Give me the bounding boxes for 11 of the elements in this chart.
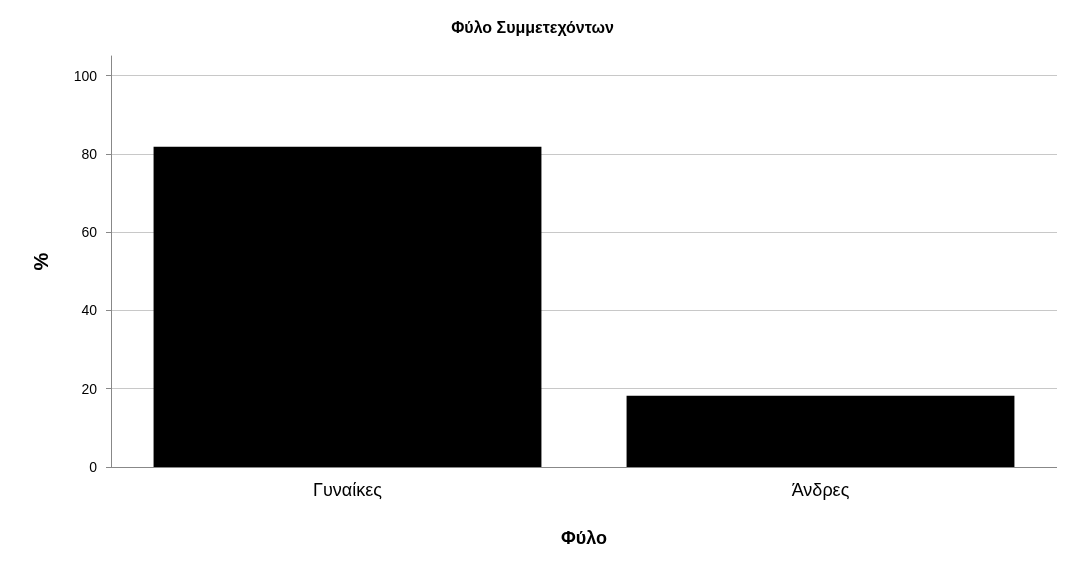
x-axis-title: Φύλο — [560, 528, 608, 548]
y-axis-title: % — [30, 252, 52, 271]
y-tick-label: 40 — [81, 302, 98, 319]
x-tick-label: Άνδρες — [791, 480, 850, 500]
y-tick-label: 100 — [73, 67, 98, 84]
chart-title: Φύλο Συμμετεχόντων — [451, 18, 614, 36]
y-tick-label: 80 — [81, 145, 98, 162]
y-tick-label: 60 — [81, 224, 98, 241]
y-tick-label: 20 — [81, 380, 98, 397]
y-tick-label: 0 — [89, 459, 98, 475]
x-tick-label: Γυναίκες — [313, 480, 383, 500]
